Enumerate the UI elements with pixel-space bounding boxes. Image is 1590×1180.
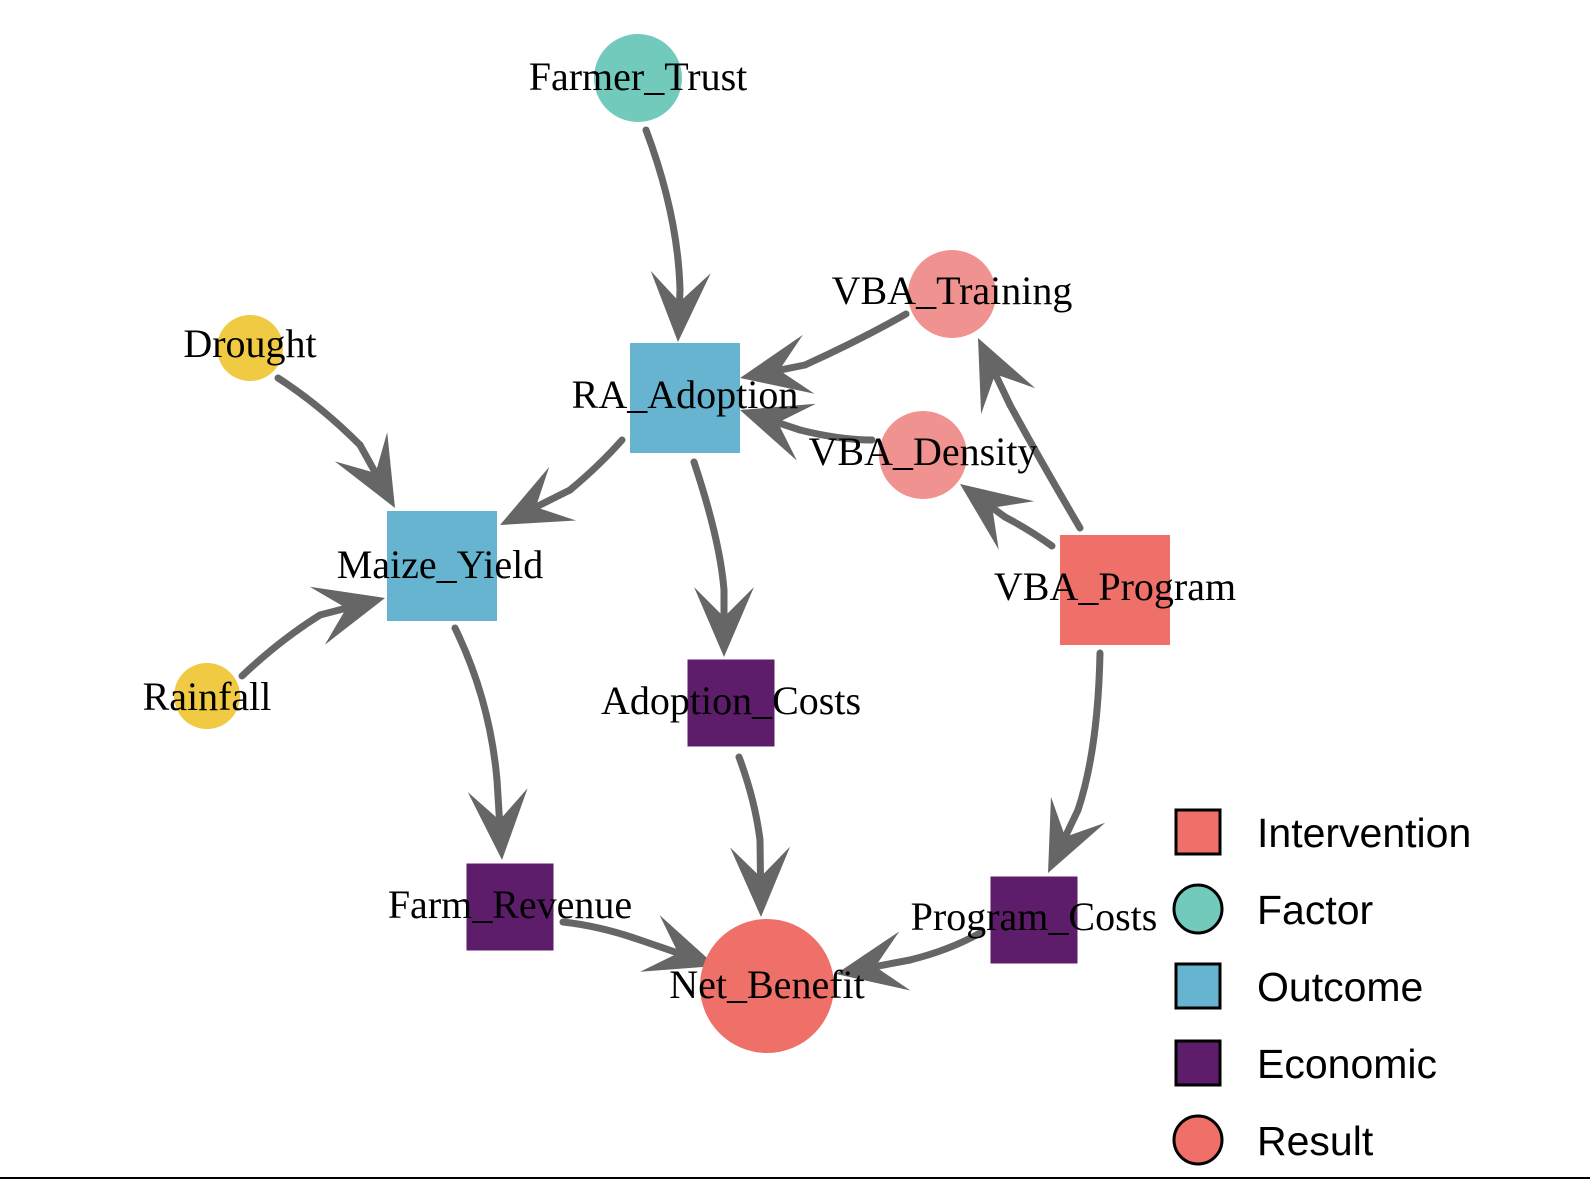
legend-item-intervention: Intervention [1174,808,1471,856]
labels-layer: Farmer_Trust VBA_Training Drought RA_Adopti… [143,54,1237,1007]
legend-factor-label: Factor [1257,887,1373,933]
nodes-layer [174,34,1170,1053]
drought-label: Drought [183,321,316,366]
program-costs-node [990,876,1078,964]
vba-density-node [879,411,967,499]
edge-ra-adoption-to-maize-yield [500,436,626,525]
legend: Intervention Factor Outcome Economic Result [1172,808,1471,1166]
farmer-trust-node [594,34,682,122]
ra-adoption-label: RA_Adoption [572,372,799,417]
adoption-costs-node [687,659,775,747]
edge-farm-revenue-to-net-benefit [559,915,716,972]
legend-outcome-swatch [1174,962,1222,1010]
edge-vba-program-to-vba-density [960,484,1056,550]
edge-farmer-trust-to-ra-adoption [642,126,711,342]
edge-vba-program-to-program-costs [1048,649,1106,873]
net-benefit-label: Net_Benefit [669,962,865,1007]
adoption-costs-label: Adoption_Costs [601,678,861,723]
legend-result-label: Result [1257,1118,1374,1164]
net-benefit-node [700,919,834,1053]
vba-program-node [1060,535,1170,645]
maize-yield-node [387,511,497,621]
legend-result-swatch [1172,1114,1224,1166]
farm-revenue-label: Farm_Revenue [388,882,632,927]
maize-yield-label: Maize_Yield [337,542,544,587]
rainfall-node [174,663,240,729]
edge-ra-adoption-to-adoption-costs [690,458,754,657]
edge-vba-density-to-ra-adoption [740,403,876,461]
legend-economic-label: Economic [1257,1041,1437,1087]
legend-item-economic: Economic [1174,1039,1437,1087]
vba-training-label: VBA_Training [832,268,1073,313]
vba-program-label: VBA_Program [994,564,1236,609]
vba-density-label: VBA_Density [809,429,1038,474]
legend-intervention-label: Intervention [1257,810,1471,856]
legend-factor-swatch [1172,883,1224,935]
legend-outcome-label: Outcome [1257,964,1423,1010]
legend-economic-swatch [1174,1039,1222,1087]
edge-adoption-costs-to-net-benefit [730,753,791,917]
edge-vba-program-to-vba-training [978,338,1084,532]
farmer-trust-label: Farmer_Trust [529,54,748,99]
edge-program-costs-to-net-benefit [836,929,984,991]
legend-item-result: Result [1172,1114,1374,1166]
drought-node [217,315,283,381]
edges-layer [238,126,1106,991]
legend-item-factor: Factor [1172,883,1373,935]
ra-adoption-node [630,343,740,453]
edge-vba-training-to-ra-adoption [740,310,910,394]
edge-drought-to-maize-yield [274,374,395,508]
legend-intervention-swatch [1174,808,1222,856]
edge-maize-yield-to-farm-revenue [451,624,528,860]
farm-revenue-node [466,863,554,951]
legend-item-outcome: Outcome [1174,962,1423,1010]
vba-training-node [908,250,996,338]
edge-rainfall-to-maize-yield [238,586,385,680]
program-costs-label: Program_Costs [911,894,1158,939]
rainfall-label: Rainfall [143,674,272,719]
